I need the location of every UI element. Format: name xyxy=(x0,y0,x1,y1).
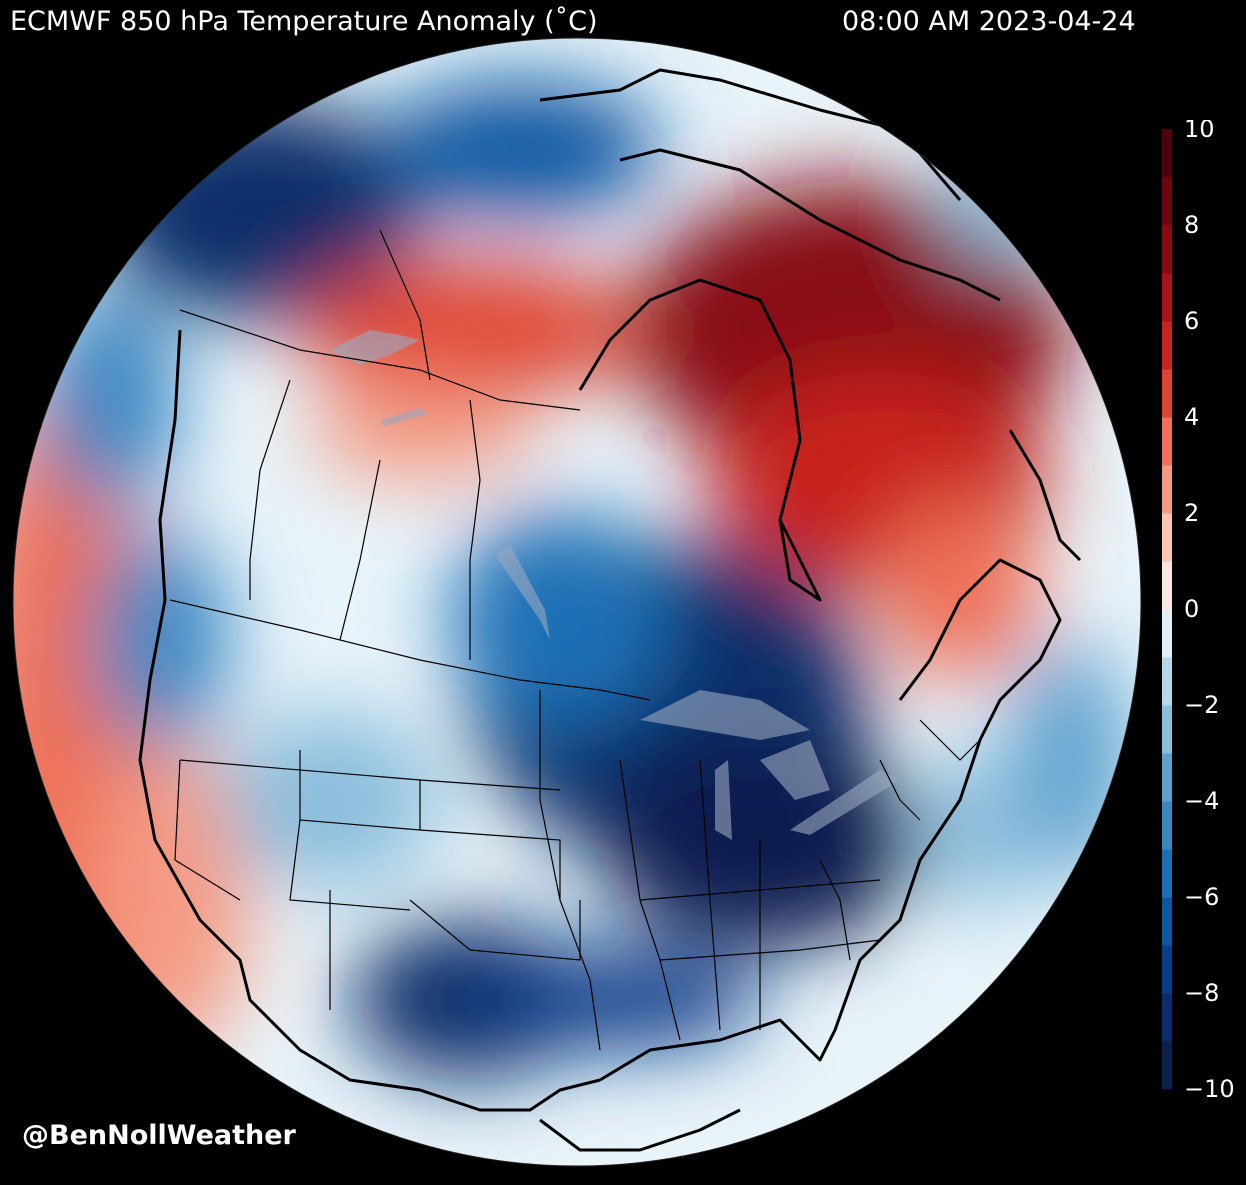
valid-time: 08:00 AM 2023-04-24 xyxy=(842,6,1136,37)
colorbar-swatch xyxy=(1162,513,1172,562)
colorbar-tick-label: −2 xyxy=(1184,691,1219,719)
colorbar-swatch xyxy=(1162,1041,1172,1090)
colorbar-swatch xyxy=(1162,993,1172,1042)
colorbar-tick-label: 8 xyxy=(1184,211,1199,239)
colorbar-tick-label: −10 xyxy=(1184,1075,1235,1103)
colorbar-swatch xyxy=(1162,849,1172,898)
colorbar-swatch xyxy=(1162,129,1172,178)
colorbar-swatches xyxy=(1162,129,1172,1090)
colorbar-swatch xyxy=(1162,465,1172,514)
colorbar-swatch xyxy=(1162,657,1172,706)
colorbar-swatch xyxy=(1162,417,1172,466)
colorbar-ticks: 10 8 6 4 2 0 −2 −4 −6 −8 −10 xyxy=(1184,120,1235,1103)
colorbar-swatch xyxy=(1162,609,1172,658)
colorbar-swatch xyxy=(1162,321,1172,370)
colorbar: 10 8 6 4 2 0 −2 −4 −6 −8 −10 xyxy=(1162,120,1235,1103)
colorbar-swatch xyxy=(1162,753,1172,802)
colorbar-tick-label: 2 xyxy=(1184,499,1199,527)
colorbar-swatch xyxy=(1162,801,1172,850)
colorbar-tick-label: −8 xyxy=(1184,979,1219,1007)
colorbar-tick-label: −4 xyxy=(1184,787,1219,815)
anomaly-field xyxy=(13,38,1141,1166)
credit-handle: @BenNollWeather xyxy=(22,1120,296,1151)
colorbar-swatch xyxy=(1162,897,1172,946)
colorbar-swatch xyxy=(1162,273,1172,322)
colorbar-swatch xyxy=(1162,369,1172,418)
colorbar-swatch xyxy=(1162,225,1172,274)
colorbar-swatch xyxy=(1162,945,1172,994)
colorbar-swatch xyxy=(1162,177,1172,226)
globe-map xyxy=(12,37,1142,1167)
colorbar-swatch xyxy=(1162,561,1172,610)
colorbar-tick-label: 0 xyxy=(1184,595,1199,623)
colorbar-tick-label: 6 xyxy=(1184,307,1199,335)
map-title: ECMWF 850 hPa Temperature Anomaly (˚C) xyxy=(10,6,598,37)
colorbar-tick-label: −6 xyxy=(1184,883,1219,911)
colorbar-tick-label: 4 xyxy=(1184,403,1199,431)
colorbar-swatch xyxy=(1162,705,1172,754)
colorbar-tick-label: 10 xyxy=(1184,120,1215,143)
